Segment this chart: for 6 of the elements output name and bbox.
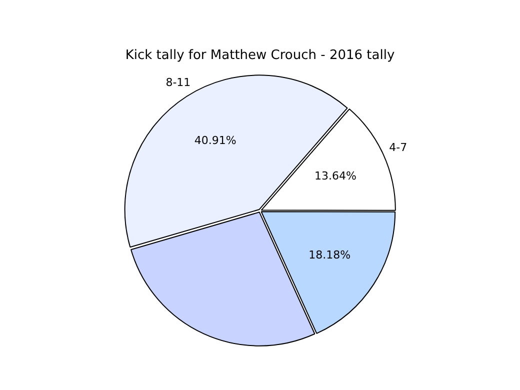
data-label: 18.18% xyxy=(308,248,351,262)
slice-label: 8-11 xyxy=(166,76,191,89)
chart-title: Kick tally for Matthew Crouch - 2016 tally xyxy=(125,48,395,64)
data-label: 13.64% xyxy=(314,169,356,182)
slice-label: 4-7 xyxy=(389,140,408,154)
data-label: 40.91% xyxy=(194,134,236,147)
